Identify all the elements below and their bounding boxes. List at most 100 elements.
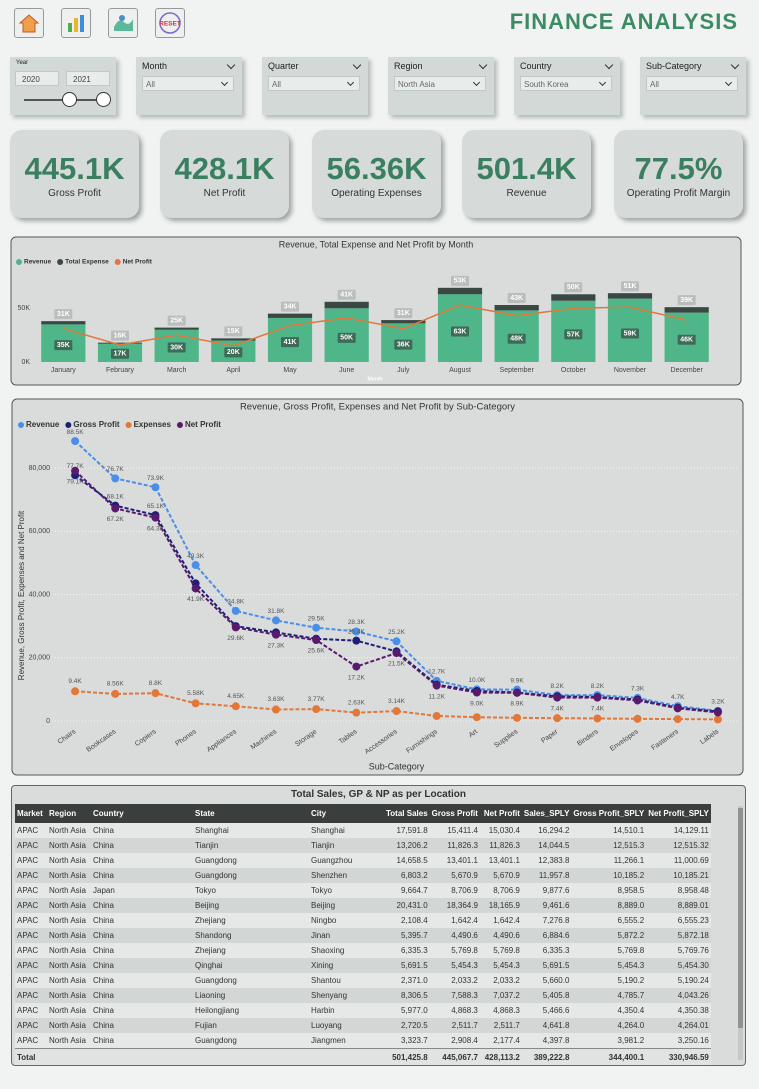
filter-dropdown[interactable]: All xyxy=(646,76,738,91)
table-cell: 5,395.7 xyxy=(384,928,430,943)
line xyxy=(75,690,718,721)
table-cell: Shanghai xyxy=(309,823,384,838)
kpi-label: Gross Profit xyxy=(48,188,101,199)
table-cell: 8,958.48 xyxy=(646,883,711,898)
column-header[interactable]: Net Profit xyxy=(479,804,522,823)
legend-label: Revenue xyxy=(24,259,51,266)
value-label-box xyxy=(111,348,129,359)
table-cell: 4,785.7 xyxy=(571,988,647,1003)
column-header[interactable]: Gross Profit xyxy=(429,804,480,823)
home-icon[interactable] xyxy=(14,8,44,38)
map-icon[interactable] xyxy=(108,8,138,38)
table-cell: 15,030.4 xyxy=(479,823,522,838)
reset-icon[interactable]: RESET xyxy=(155,8,185,38)
value-label: 65.1K xyxy=(147,503,165,510)
point xyxy=(633,696,642,705)
value-label: 21.5K xyxy=(388,661,406,668)
value-label-box xyxy=(677,334,696,345)
column-header[interactable]: Total Sales xyxy=(384,804,430,823)
kpi-label: Operating Expenses xyxy=(331,188,422,199)
table-cell: APAC xyxy=(15,1033,47,1049)
value-label: 35K xyxy=(57,342,70,349)
scrollbar-thumb[interactable] xyxy=(738,808,743,1028)
dashboard-title: FINANCE ANALYSIS xyxy=(509,9,738,34)
column-header[interactable]: City xyxy=(309,804,384,823)
filter-dropdown[interactable]: North Asia xyxy=(394,76,486,91)
filter-label: Quarter xyxy=(268,61,299,71)
table-cell: North Asia xyxy=(47,958,91,973)
table-row: APAC North Asia China Liaoning Shenyang 8,306… xyxy=(15,988,711,1003)
legend-label: Total Expense xyxy=(65,259,109,266)
table-cell: 2,033.2 xyxy=(479,973,522,988)
table-cell: Beijing xyxy=(193,898,309,913)
y-tick-label: 40,000 xyxy=(29,591,51,598)
point xyxy=(432,711,441,720)
value-label-box xyxy=(54,309,73,320)
kpi-card: 428.1K Net Profit xyxy=(160,130,289,218)
table-cell: China xyxy=(91,1018,193,1033)
table-cell: 14,510.1 xyxy=(571,823,647,838)
kpi-value: 56.36K xyxy=(326,151,427,186)
column-header[interactable]: Sales_SPLY xyxy=(521,804,572,823)
column-header[interactable]: Region xyxy=(47,804,91,823)
point xyxy=(271,616,280,625)
filter-dropdown[interactable]: South Korea xyxy=(520,76,612,91)
chart-panel xyxy=(11,398,744,776)
data-table: Market Region Country State City Total Sales G… xyxy=(15,804,711,1065)
point xyxy=(673,715,682,724)
table-cell: Japan xyxy=(91,883,193,898)
point xyxy=(432,681,441,690)
kpi-card: 501.4K Revenue xyxy=(462,130,591,218)
table-cell: North Asia xyxy=(47,1018,91,1033)
point xyxy=(191,699,200,708)
value-label-box xyxy=(507,333,526,344)
point xyxy=(111,689,120,698)
table-cell: 5,454.3 xyxy=(429,958,480,973)
column-header[interactable]: Net Profit_SPLY xyxy=(646,804,711,823)
filter-value: All xyxy=(272,80,281,89)
table-cell: APAC xyxy=(15,943,47,958)
value-label: 20K xyxy=(227,349,240,356)
bar-segment xyxy=(97,342,143,344)
value-label: 77.7K xyxy=(67,463,85,470)
point xyxy=(392,707,401,716)
column-header[interactable]: State xyxy=(193,804,309,823)
value-label-box xyxy=(507,293,526,304)
legend-label: Revenue xyxy=(26,420,60,429)
filter-card: Quarter All xyxy=(262,57,368,115)
table-cell: 4,264.01 xyxy=(646,1018,711,1033)
x-tick-label: November xyxy=(614,367,647,374)
point xyxy=(151,483,160,492)
kpi-value: 77.5% xyxy=(634,151,723,186)
table-cell: APAC xyxy=(15,973,47,988)
column-header[interactable]: Country xyxy=(91,804,193,823)
table-cell: Guangdong xyxy=(193,973,309,988)
column-header[interactable]: Gross Profit_SPLY xyxy=(571,804,647,823)
filter-value: All xyxy=(146,80,155,89)
value-label: 17.2K xyxy=(348,674,366,681)
table-cell: North Asia xyxy=(47,898,91,913)
table-cell: 4,350.38 xyxy=(646,1003,711,1018)
table-cell: 6,335.3 xyxy=(521,943,572,958)
table-cell: APAC xyxy=(15,1018,47,1033)
kpi-value: 445.1K xyxy=(24,151,125,186)
value-label: 8.2K xyxy=(551,683,565,690)
table-cell: North Asia xyxy=(47,913,91,928)
year-box[interactable]: 2020 xyxy=(15,71,59,86)
table-row: APAC North Asia China Guangdong Guangzhou 14,… xyxy=(15,853,711,868)
value-label-box xyxy=(281,301,299,312)
slider-handle[interactable] xyxy=(96,92,111,107)
chart-icon[interactable] xyxy=(61,8,91,38)
value-label: 9.9K xyxy=(510,677,524,684)
table-cell: Shenzhen xyxy=(309,868,384,883)
table-cell: Zhejiang xyxy=(193,913,309,928)
column-header[interactable]: Market xyxy=(15,804,47,823)
table-cell: Liaoning xyxy=(193,988,309,1003)
x-tick-label: Art xyxy=(468,728,479,739)
table-cell: 17,591.8 xyxy=(384,823,430,838)
filter-dropdown[interactable]: All xyxy=(268,76,360,91)
slider-handle[interactable] xyxy=(62,92,77,107)
filter-dropdown[interactable]: All xyxy=(142,76,234,91)
table-row: APAC North Asia China Shandong Jinan 5,395.7 4… xyxy=(15,928,711,943)
year-box[interactable]: 2021 xyxy=(66,71,110,86)
